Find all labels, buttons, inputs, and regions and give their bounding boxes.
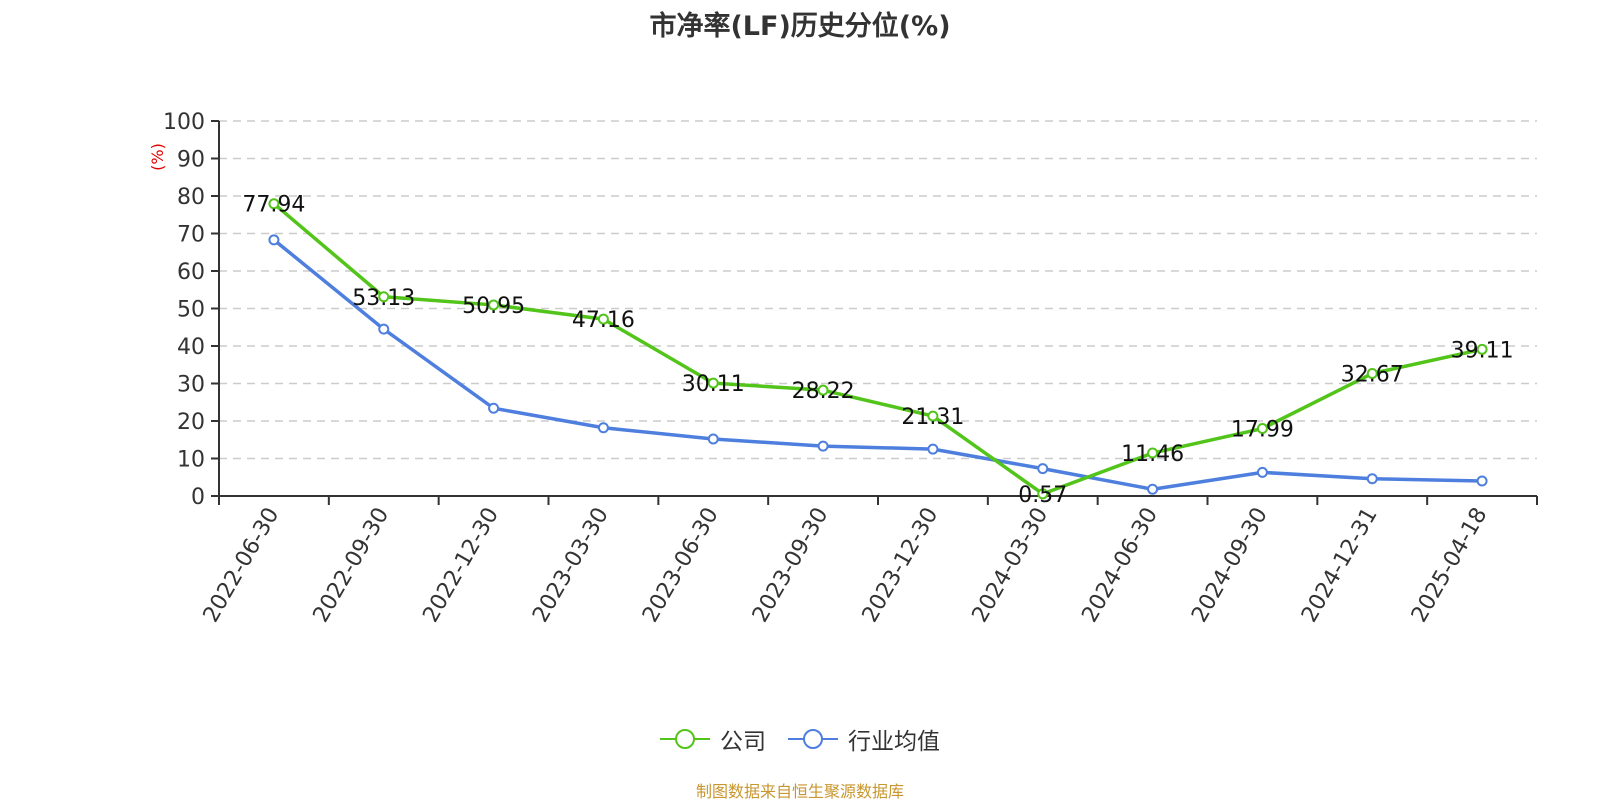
data-label: 0.57 [1018,483,1067,508]
data-point [817,384,829,396]
y-tick-label: 100 [163,110,205,135]
legend-item-company[interactable]: 公司 [660,722,766,756]
data-label: 77.94 [242,193,305,218]
y-tick-label: 30 [177,373,205,398]
line-chart: 0 10 20 30 40 50 60 70 80 90 100 (%) 2022-06-30 2022-… [148,110,1538,627]
y-tick-label: 20 [177,410,205,435]
data-point [1256,423,1268,435]
data-label: 28.22 [792,379,855,404]
x-tick-label: 2024-09-30 [1187,504,1273,627]
x-tick-label: 2023-09-30 [748,504,834,627]
data-point [488,299,500,311]
data-label: 17.99 [1231,418,1294,443]
data-label: 11.46 [1121,442,1184,467]
data-point [1147,447,1159,459]
x-tick-label: 2022-12-30 [418,504,504,627]
data-label: 32.67 [1341,362,1404,387]
data-point [707,433,719,445]
data-point [1256,466,1268,478]
x-tick-label: 2022-09-30 [309,504,395,627]
x-tick-label: 2023-12-30 [858,504,944,627]
series-line [272,202,1483,496]
data-point [1037,488,1049,500]
y-tick-label: 40 [177,335,205,360]
chart-title: 市净率(LF)历史分位(%) [649,11,951,42]
data-label: 50.95 [462,294,525,319]
data-label: 30.11 [682,372,745,397]
data-label: 47.16 [572,308,635,333]
y-tick-label: 60 [177,260,205,285]
data-point [597,313,609,325]
data-label: 53.13 [352,286,415,311]
data-point [1476,343,1488,355]
legend-line-circle-icon [660,729,710,749]
data-source-footer: 制图数据来自恒生聚源数据库 [695,782,904,801]
series-line [272,238,1483,491]
y-tick-label: 0 [191,485,205,510]
data-point [1147,483,1159,495]
data-point [597,422,609,434]
legend-item-industry-average[interactable]: 行业均值 [788,722,940,756]
data-point [1476,475,1488,487]
x-tick-label: 2023-06-30 [638,504,724,627]
data-point [378,291,390,303]
x-tick-label: 2024-06-30 [1077,504,1163,627]
y-axis-unit-label: (%) [148,143,167,171]
data-point [1037,463,1049,475]
y-tick-label: 80 [177,185,205,210]
y-tick-label: 50 [177,298,205,323]
data-point [488,402,500,414]
x-tick-label: 2024-03-30 [968,504,1054,627]
data-point [927,443,939,455]
legend-label: 公司 [720,729,766,755]
legend: 公司 行业均值 [0,722,1600,756]
y-tick-label: 10 [177,448,205,473]
legend-line-circle-icon [788,729,838,749]
x-tick-label: 2025-04-18 [1407,504,1493,627]
data-point [268,198,280,210]
y-tick-label: 90 [177,148,205,173]
data-label: 21.31 [901,405,964,430]
data-point [927,410,939,422]
x-tick-label: 2024-12-31 [1297,504,1383,627]
data-point [1366,367,1378,379]
data-point [1366,473,1378,485]
x-tick-label: 2022-06-30 [199,504,285,627]
legend-label: 行业均值 [848,729,940,755]
data-point [817,440,829,452]
data-point [268,234,280,246]
data-point [707,377,719,389]
data-point [378,323,390,335]
y-tick-label: 70 [177,223,205,248]
data-label: 39.11 [1451,338,1514,363]
x-tick-label: 2023-03-30 [528,504,614,627]
